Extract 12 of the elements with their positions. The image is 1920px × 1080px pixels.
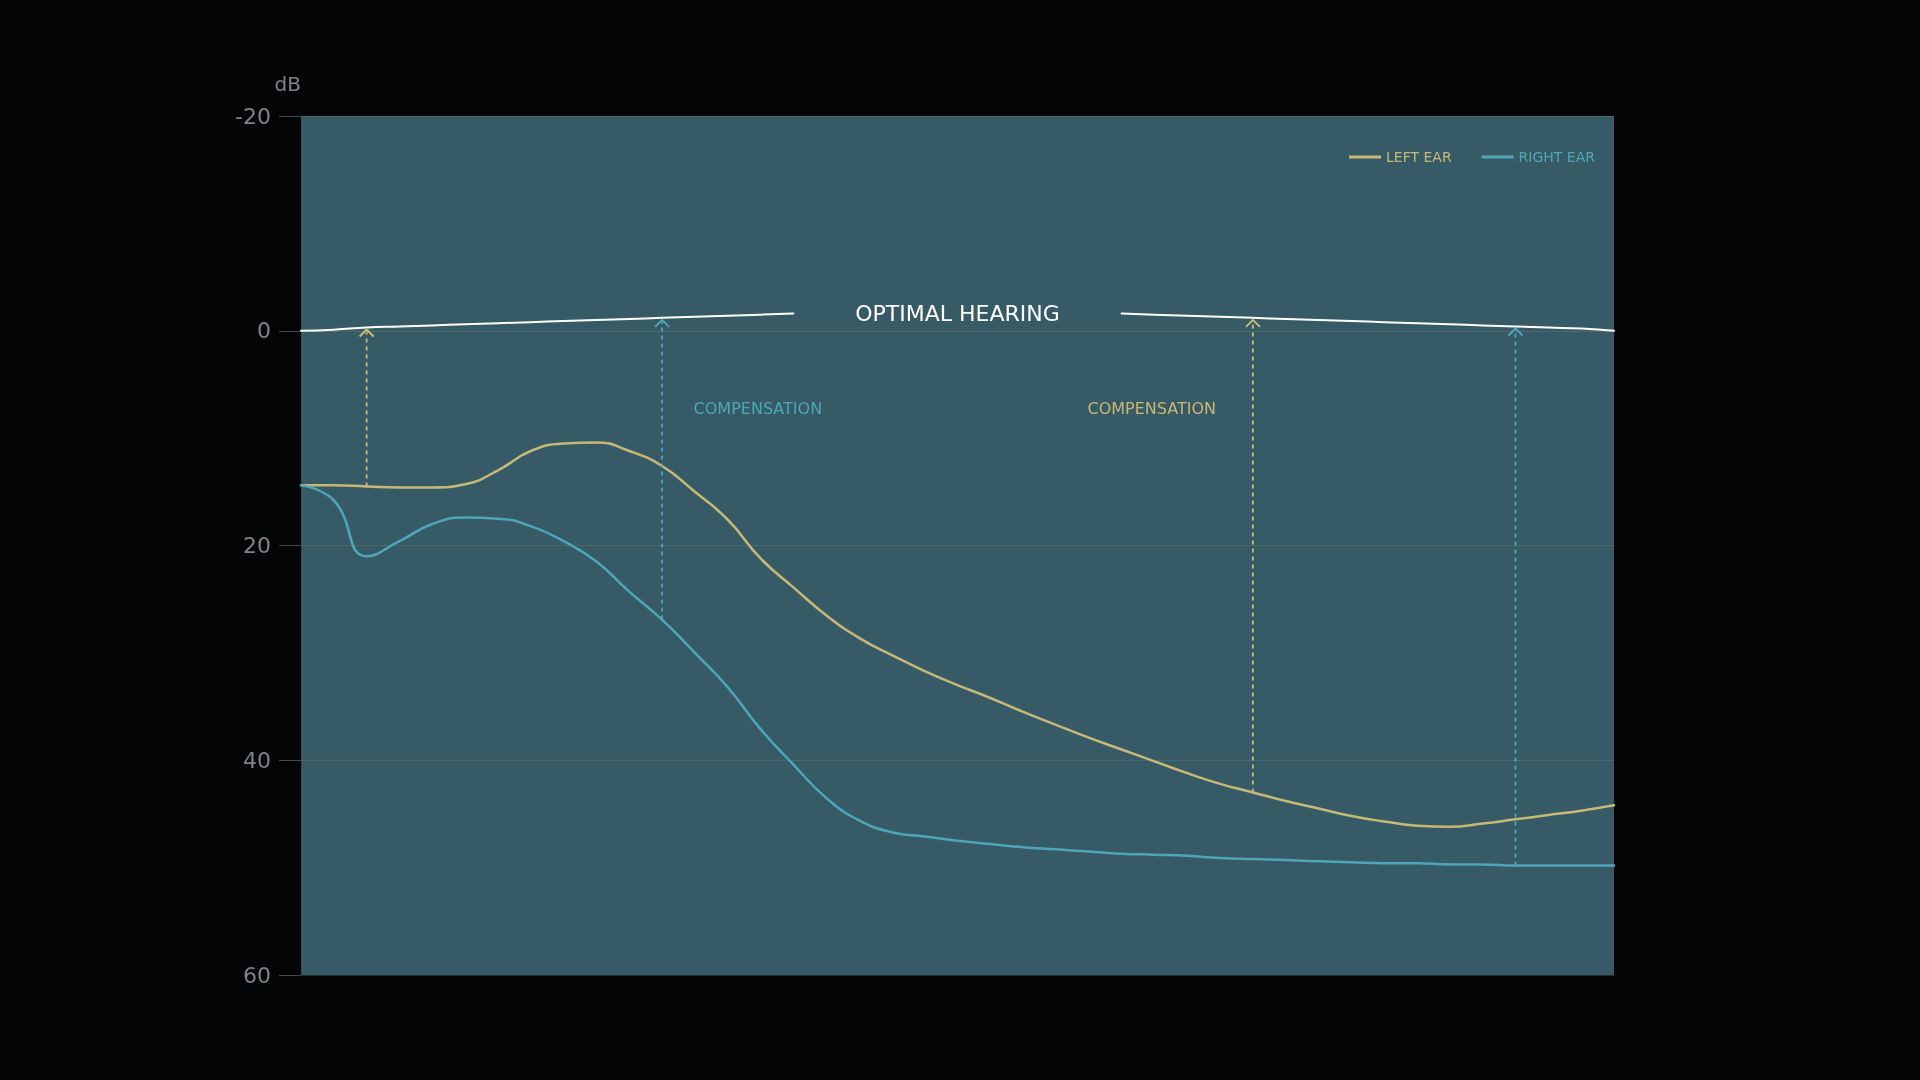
y-axis-title: dB: [274, 72, 301, 96]
y-tick-label: 60: [243, 962, 271, 988]
y-tick-label: 0: [257, 318, 271, 344]
line-series: [299, 484, 1616, 867]
legend-label: RIGHT EAR: [1518, 149, 1596, 165]
text: OPTIMAL HEARING: [855, 301, 1060, 327]
legend-label: LEFT EAR: [1386, 149, 1452, 165]
y-tick-label: -20: [235, 103, 271, 129]
annotation: COMPENSATION: [1087, 398, 1216, 418]
y-tick-label: 20: [243, 533, 271, 558]
annotation: COMPENSATION: [693, 398, 823, 418]
y-tick-label: 40: [243, 747, 271, 773]
